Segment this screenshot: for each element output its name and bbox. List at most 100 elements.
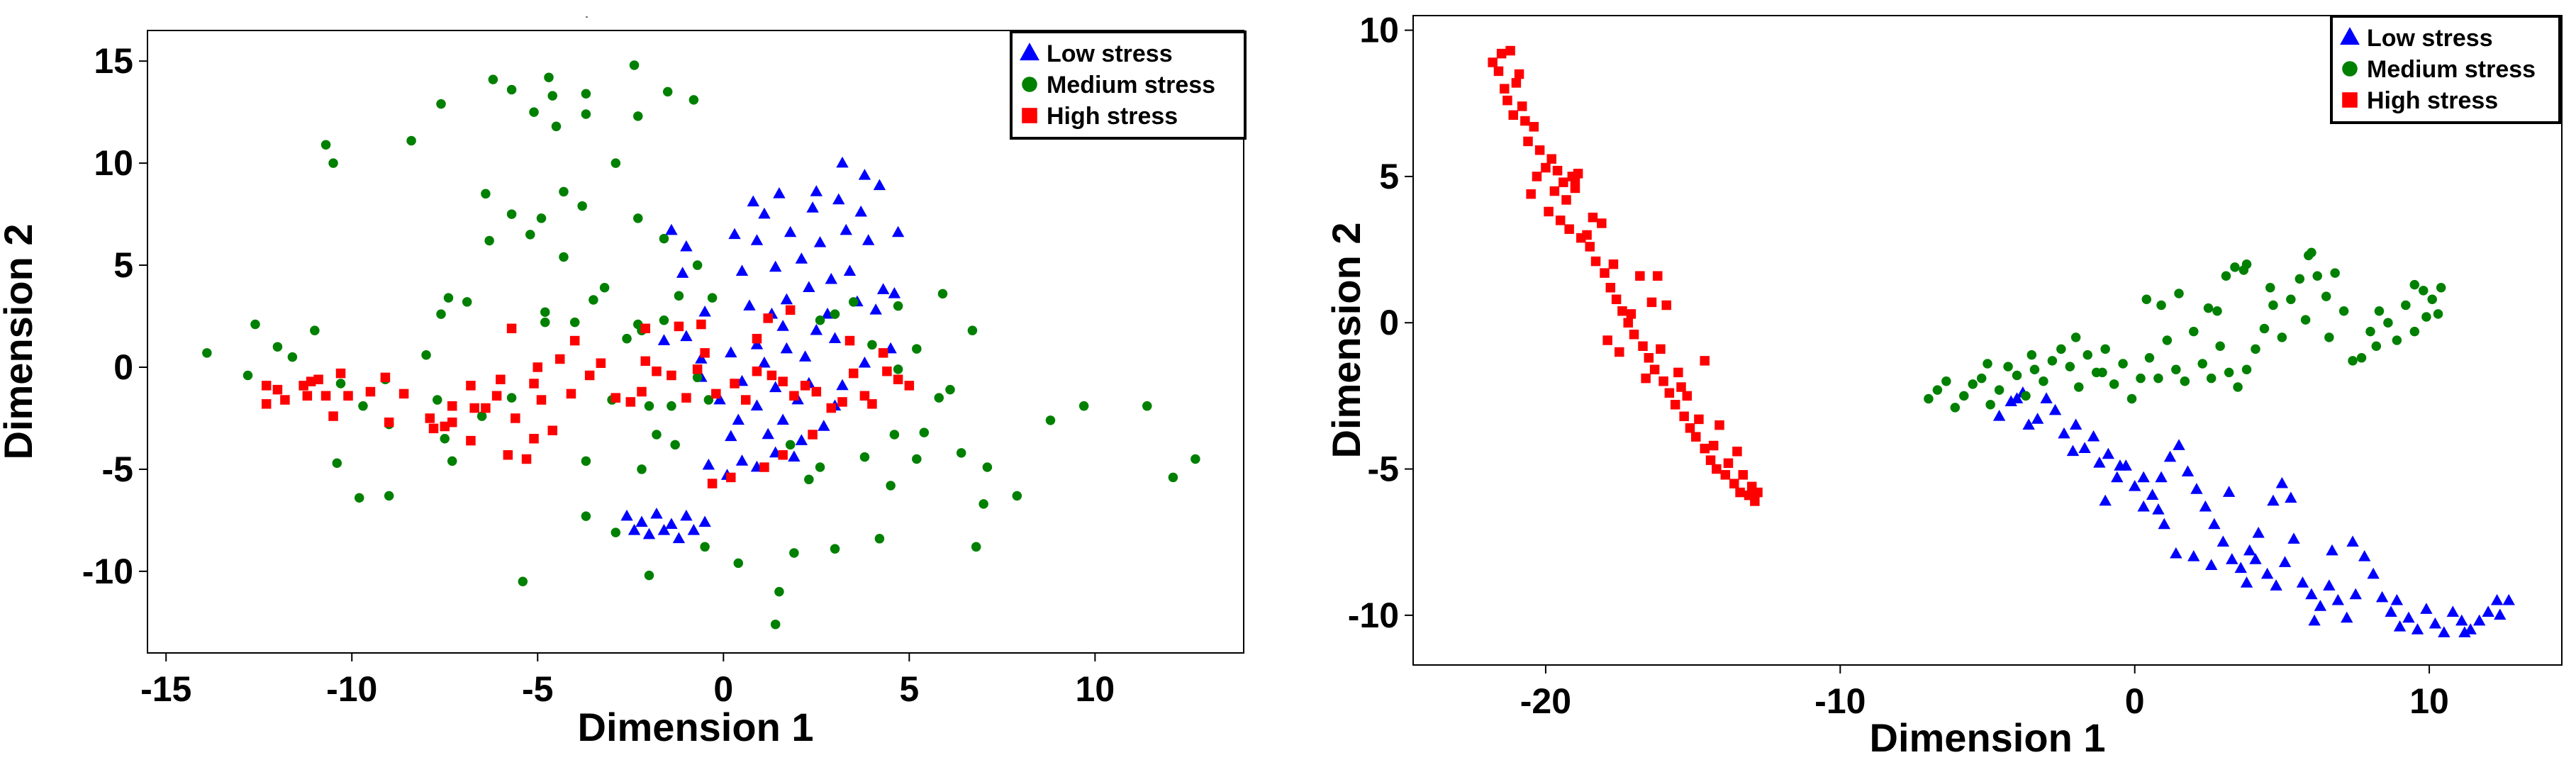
data-point	[343, 391, 353, 401]
data-point	[692, 364, 703, 374]
data-point	[2158, 518, 2170, 530]
data-point	[688, 95, 699, 105]
data-point	[2296, 576, 2309, 588]
data-point	[559, 252, 569, 262]
data-point	[2199, 500, 2212, 512]
legend-box	[1010, 30, 1247, 140]
data-point	[1555, 216, 1566, 225]
data-point	[398, 388, 409, 399]
data-point	[1585, 242, 1595, 252]
data-point	[1729, 479, 1739, 488]
data-point	[1564, 224, 1574, 234]
data-point	[2097, 367, 2107, 378]
data-point	[581, 89, 591, 99]
data-point	[1641, 373, 1651, 384]
data-point	[1561, 195, 1571, 205]
data-point	[702, 458, 715, 470]
data-point	[436, 99, 446, 109]
data-point	[2285, 491, 2297, 503]
data-point	[1644, 353, 1654, 363]
data-point	[811, 386, 822, 397]
data-point	[2393, 620, 2407, 632]
data-point	[825, 272, 837, 284]
data-point	[462, 297, 472, 307]
data-point	[1534, 145, 1545, 155]
data-point	[1691, 432, 1701, 442]
data-point	[1924, 393, 1934, 404]
data-point	[810, 185, 823, 196]
data-point	[2058, 427, 2070, 439]
data-point	[2278, 556, 2292, 567]
data-point	[828, 332, 842, 343]
data-point	[2458, 626, 2471, 637]
data-point	[735, 454, 749, 466]
data-point	[503, 450, 513, 460]
data-point	[882, 366, 892, 376]
y-tick-label: -10	[82, 552, 133, 591]
data-point	[862, 234, 875, 245]
data-point	[830, 309, 840, 319]
data-point	[2275, 476, 2289, 488]
data-point	[1682, 391, 1693, 401]
data-point	[2287, 532, 2300, 544]
data-point	[700, 348, 710, 358]
data-point	[320, 140, 331, 150]
data-point	[2093, 456, 2106, 468]
data-point	[1559, 177, 1568, 187]
data-point	[242, 370, 253, 381]
data-point	[2260, 567, 2274, 579]
data-point	[2153, 373, 2163, 384]
data-point	[698, 515, 711, 527]
data-point	[2005, 395, 2017, 406]
legend-item: Low stress	[2340, 25, 2493, 52]
data-point	[659, 315, 669, 325]
data-point	[1544, 206, 1554, 217]
data-point	[867, 340, 877, 350]
data-point	[250, 319, 260, 330]
data-point	[808, 430, 818, 440]
data-point	[858, 356, 871, 368]
series-high-stress	[1488, 45, 1763, 506]
data-point	[2265, 282, 2275, 293]
data-point	[1191, 454, 1200, 464]
data-point	[1661, 300, 1671, 311]
data-point	[1505, 45, 1515, 56]
data-point	[529, 107, 539, 117]
data-point	[733, 558, 744, 569]
data-point	[1541, 162, 1551, 173]
series-low-stress	[1992, 386, 2515, 637]
data-point	[836, 156, 849, 168]
data-point	[521, 454, 532, 464]
data-point	[622, 333, 632, 344]
data-point	[1511, 78, 1522, 88]
data-point	[789, 391, 799, 401]
data-point	[2330, 268, 2340, 278]
data-point	[893, 374, 903, 385]
legend-box	[2330, 15, 2561, 124]
x-tick-label: 5	[899, 669, 919, 709]
data-point	[1732, 447, 1742, 457]
data-point	[759, 462, 769, 472]
data-point	[2128, 480, 2141, 491]
data-point	[1635, 271, 1645, 281]
data-point	[832, 193, 845, 205]
data-point	[2187, 550, 2200, 561]
data-point	[806, 201, 819, 213]
data-point	[1488, 57, 1498, 67]
data-point	[780, 342, 793, 354]
data-point	[1532, 172, 1542, 181]
data-point	[476, 411, 487, 421]
data-point	[1670, 400, 1680, 410]
data-point	[2100, 344, 2110, 354]
data-point	[971, 542, 981, 552]
series-high-stress	[261, 305, 915, 488]
data-point	[559, 186, 569, 197]
data-point	[2118, 359, 2128, 369]
data-point	[784, 225, 797, 237]
data-point	[2268, 300, 2278, 311]
data-point	[506, 209, 517, 219]
data-point	[2180, 376, 2190, 386]
data-point	[776, 320, 789, 331]
data-point	[469, 403, 479, 413]
data-point	[633, 111, 643, 121]
